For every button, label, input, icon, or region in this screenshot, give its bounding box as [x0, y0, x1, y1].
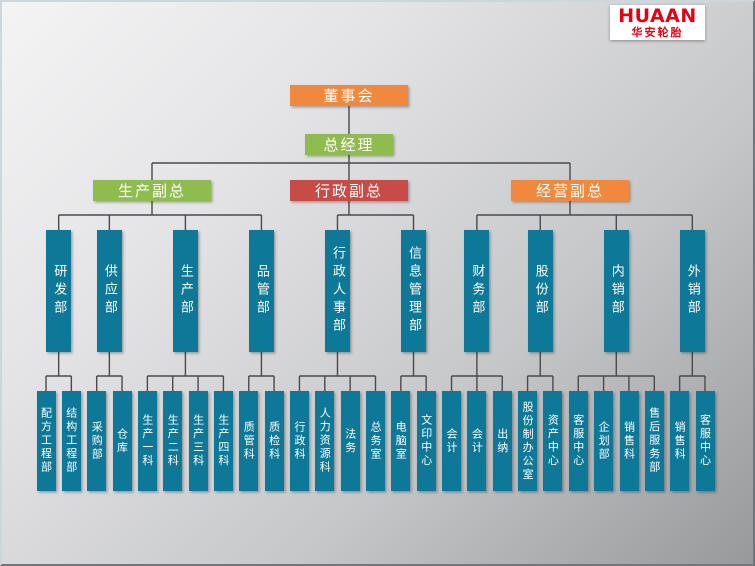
section-node-2-3-0: 销售科: [670, 391, 690, 491]
dept-node-1-0: 行政人事部: [325, 230, 350, 352]
section-node-2-2-3: 售后服务部: [644, 391, 664, 491]
dept-node-2-2: 内销部: [603, 230, 629, 352]
section-node-2-0-2: 出纳: [492, 391, 512, 491]
vp-node-1: 行政副总: [290, 180, 408, 201]
dept-node-0-3: 品管部: [248, 230, 274, 352]
section-node-0-2-2: 生产三科: [188, 391, 208, 491]
section-node-1-1-0: 电脑室: [391, 391, 411, 491]
dept-node-2-1: 股份部: [527, 230, 553, 352]
section-node-1-0-2: 法务: [340, 391, 360, 491]
logo-subtitle: 华安轮胎: [631, 25, 684, 39]
general-manager-node: 总经理: [305, 134, 393, 155]
section-node-0-2-0: 生产一科: [137, 391, 157, 491]
vp-node-2: 经营副总: [511, 180, 629, 201]
section-node-2-0-0: 会计: [442, 391, 461, 491]
dept-node-1-1: 信息管理部: [401, 230, 426, 352]
dept-node-0-1: 供应部: [96, 230, 122, 352]
section-node-0-3-1: 质检科: [264, 391, 284, 491]
dept-node-0-2: 生产部: [172, 230, 198, 352]
section-node-2-2-1: 企划部: [594, 391, 614, 491]
section-node-0-0-1: 结构工程部: [61, 391, 81, 491]
section-node-0-1-0: 采购部: [87, 391, 107, 491]
dept-node-2-0: 财务部: [464, 230, 490, 352]
company-logo: HUAAN 华安轮胎: [610, 5, 705, 40]
section-node-2-1-1: 资产中心: [543, 391, 563, 491]
section-node-1-0-1: 人力资源科: [315, 391, 335, 491]
section-node-0-2-1: 生产二科: [163, 391, 183, 491]
section-node-0-3-0: 质管科: [239, 391, 259, 491]
section-node-2-3-1: 客服中心: [695, 391, 715, 491]
section-node-2-2-0: 客服中心: [568, 391, 588, 491]
section-node-1-0-0: 行政科: [290, 391, 309, 491]
section-node-1-1-1: 文印中心: [416, 391, 436, 491]
section-node-1-0-3: 总务室: [366, 391, 385, 491]
section-node-2-0-1: 会计: [467, 391, 487, 491]
board-node: 董事会: [290, 85, 408, 106]
logo-text: HUAAN: [618, 4, 697, 27]
dept-node-0-0: 研发部: [46, 230, 72, 352]
section-node-0-1-1: 仓库: [112, 391, 132, 491]
dept-node-2-3: 外销部: [679, 230, 705, 352]
vp-node-0: 生产副总: [93, 180, 211, 201]
section-node-0-2-3: 生产四科: [213, 391, 233, 491]
section-node-2-2-2: 销售科: [619, 391, 639, 491]
section-node-2-1-0: 股份制办公室: [518, 391, 538, 491]
section-node-0-0-0: 配方工程部: [36, 391, 56, 491]
